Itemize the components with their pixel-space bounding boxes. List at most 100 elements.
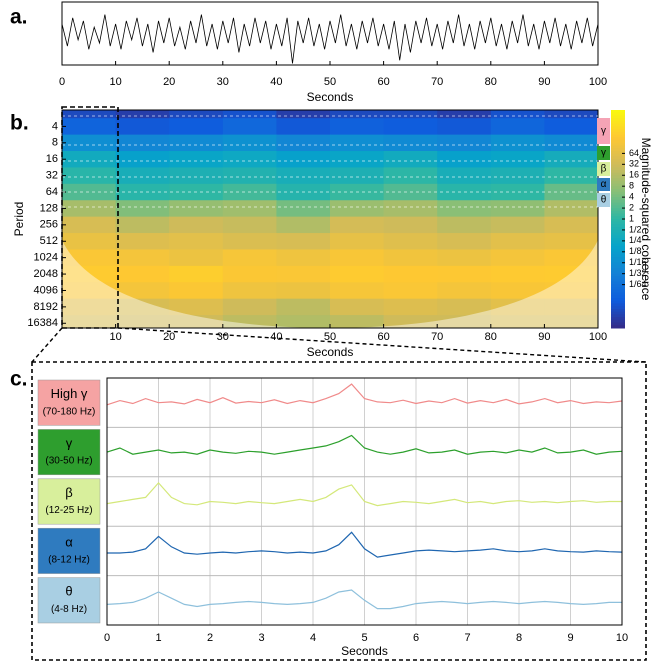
heat-cell [437, 110, 492, 119]
band-box [597, 118, 610, 144]
colorbar-segment [611, 235, 625, 239]
y-tick-label: 16 [46, 153, 58, 165]
heat-cell [383, 134, 438, 152]
heat-cell [383, 282, 438, 300]
colorbar-tick-label: 2 [629, 202, 634, 212]
colorbar-segment [611, 142, 625, 146]
colorbar-segment [611, 251, 625, 255]
heat-cell [62, 265, 117, 283]
panel-label: b. [10, 112, 29, 135]
colorbar-tick-label: 1/8 [629, 246, 642, 256]
colorbar-segment [611, 148, 625, 152]
band-trace [107, 531, 623, 558]
heat-cell [544, 249, 598, 267]
colorbar-segment [611, 205, 625, 209]
heat-cell [437, 118, 492, 136]
colorbar-segment [611, 273, 625, 277]
colorbar-segment [611, 314, 625, 318]
x-tick-label: 80 [485, 76, 497, 88]
colorbar-segment [611, 164, 625, 168]
heat-cell [276, 298, 331, 316]
heat-cell [115, 216, 170, 234]
heat-cell [276, 200, 331, 218]
colorbar-segment [611, 175, 625, 179]
heat-cell [169, 265, 224, 283]
heat-cell [383, 216, 438, 234]
colorbar-segment [611, 292, 625, 296]
colorbar-segment [611, 257, 625, 261]
colorbar-tick-label: 1/64 [629, 279, 647, 289]
colorbar-segment [611, 123, 625, 127]
band-range: (8-12 Hz) [48, 555, 90, 566]
band-label-box [37, 577, 101, 624]
band-label-box [37, 379, 101, 426]
x-tick-label: 50 [324, 331, 336, 343]
plot-frame [61, 1, 599, 66]
colorbar-segment [611, 112, 625, 116]
band-trace [106, 481, 622, 507]
heat-cell [490, 118, 545, 136]
y-axis-label: Period [12, 202, 26, 237]
heat-cell [222, 249, 277, 267]
heat-cell [330, 265, 385, 283]
heat-cell [490, 167, 545, 185]
x-tick-label: 10 [109, 76, 121, 88]
heat-cell [276, 216, 331, 234]
colorbar-tick-label: 1 [629, 213, 634, 223]
band-label: γ [601, 148, 606, 159]
heat-cell [383, 249, 438, 267]
band-box [597, 178, 610, 191]
x-axis-label: Seconds [341, 644, 388, 658]
heat-cell [222, 233, 277, 250]
colorbar-segment [611, 129, 625, 133]
colorbar-tick-label: 1/32 [629, 268, 647, 278]
panel-label: a. [10, 6, 28, 29]
colorbar-segment [611, 284, 625, 288]
x-tick-label: 70 [431, 331, 443, 343]
band-box [597, 146, 610, 160]
colorbar-label: Magnitude-squared coherence [639, 138, 653, 301]
heat-cell [490, 249, 545, 267]
colorbar-segment [611, 259, 625, 264]
x-tick-label: 100 [589, 331, 607, 343]
heat-cell [222, 167, 277, 185]
band-label: θ [601, 195, 607, 206]
x-tick-label: 10 [616, 632, 628, 644]
y-tick-label: 1024 [34, 252, 58, 264]
heat-cell [330, 151, 385, 168]
heat-cell [330, 249, 385, 267]
heat-cell [222, 298, 277, 316]
band-name: α [65, 534, 73, 549]
heat-cell [169, 167, 224, 185]
colorbar-segment [611, 150, 625, 155]
heat-cell [330, 110, 385, 119]
heat-cell [62, 315, 117, 328]
heat-cell [330, 298, 385, 316]
colorbar-segment [611, 227, 625, 231]
heat-cell [490, 233, 545, 250]
colorbar-segment [611, 202, 625, 206]
heat-cell [169, 315, 224, 328]
x-tick-label: 80 [485, 331, 497, 343]
x-tick-label: 70 [431, 76, 443, 88]
heat-cell [490, 151, 545, 168]
heat-cell [62, 151, 117, 168]
colorbar-segment [611, 276, 625, 280]
colorbar-segment [611, 319, 625, 324]
heat-cell [383, 233, 438, 250]
heat-cell [276, 151, 331, 168]
colorbar-segment [611, 169, 625, 174]
colorbar-segment [611, 325, 625, 329]
heat-cell [115, 110, 170, 119]
colorbar-segment [611, 317, 625, 321]
heat-cell [169, 200, 224, 218]
heat-cell [437, 315, 492, 328]
y-tick-label: 8 [52, 137, 58, 149]
colorbar-segment [611, 161, 625, 165]
y-tick-label: 256 [40, 219, 58, 231]
band-label-box [37, 429, 101, 476]
colorbar-segment [611, 281, 625, 285]
heat-cell [330, 282, 385, 300]
colorbar-tick-label: 8 [629, 181, 634, 191]
colorbar-segment [611, 278, 625, 283]
